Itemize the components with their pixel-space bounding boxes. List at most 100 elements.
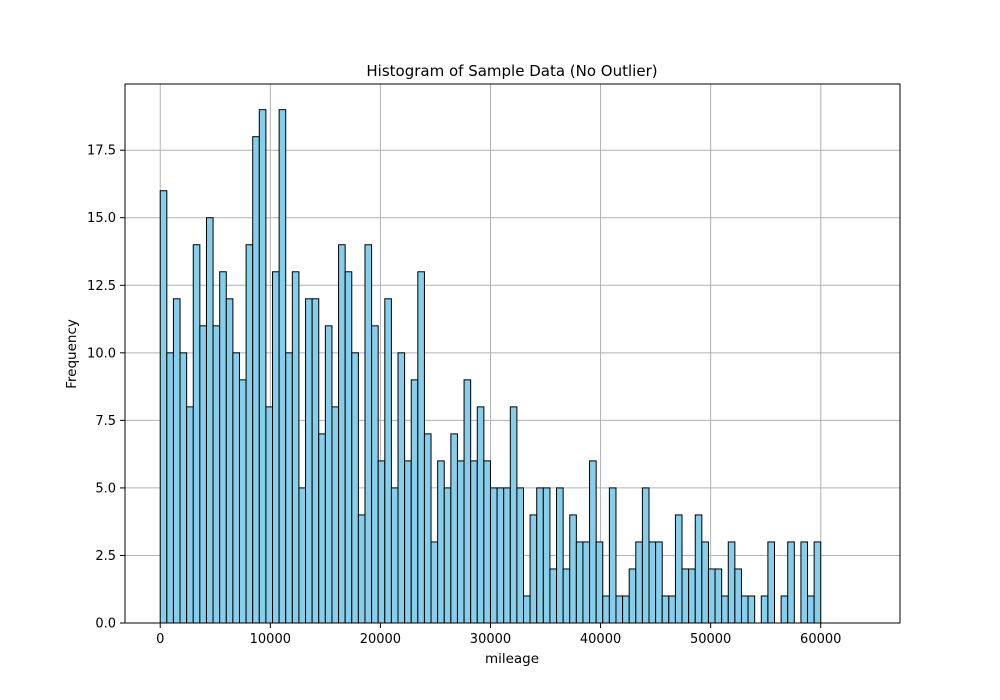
histogram-bar <box>192 244 201 624</box>
histogram-bar <box>807 595 815 624</box>
histogram-bar <box>238 379 247 624</box>
histogram-bar <box>542 487 551 624</box>
histogram-bar <box>694 514 703 624</box>
histogram-bar <box>225 298 234 624</box>
histogram-bar <box>212 325 221 624</box>
histogram-bar <box>556 487 564 624</box>
histogram-bar <box>371 325 379 624</box>
histogram-bar <box>463 379 472 624</box>
histogram-bar <box>582 541 591 624</box>
histogram-bar <box>562 568 571 624</box>
histogram-bar <box>417 271 425 624</box>
histogram-bar <box>595 541 604 624</box>
y-axis-label: Frequency <box>64 319 80 389</box>
histogram-bar <box>483 460 491 624</box>
histogram-bar <box>311 298 320 624</box>
histogram-bar <box>166 352 174 624</box>
histogram-bar <box>344 271 353 624</box>
histogram-bar <box>298 487 307 624</box>
histogram-bar <box>470 460 478 624</box>
histogram-bar <box>305 298 313 624</box>
y-tick-label: 2.5 <box>95 549 116 564</box>
plot-frame <box>124 83 901 624</box>
x-axis-label: mileage <box>485 651 539 667</box>
x-tick-label: 10000 <box>250 632 291 647</box>
histogram-bar <box>364 244 373 624</box>
histogram-bar <box>727 541 736 624</box>
histogram-bar <box>430 541 439 624</box>
histogram-bar <box>205 217 214 624</box>
histogram-bar <box>615 595 624 624</box>
x-tick-label: 60000 <box>800 632 841 647</box>
x-tick-label: 50000 <box>690 632 731 647</box>
histogram-bar <box>668 595 676 624</box>
histogram-bar <box>536 487 544 624</box>
histogram-bar <box>285 352 293 624</box>
histogram-bar <box>318 433 326 624</box>
histogram-bar <box>714 568 723 624</box>
histogram-bar <box>397 352 406 624</box>
histogram-bar <box>648 541 657 624</box>
y-tick-label: 7.5 <box>95 414 116 429</box>
x-tick-label: 30000 <box>470 632 511 647</box>
histogram-bar <box>681 568 690 624</box>
histogram-bar <box>456 460 465 624</box>
chart-title: Histogram of Sample Data (No Outlier) <box>366 62 657 80</box>
histogram-bar <box>701 541 709 624</box>
histogram-bar <box>734 568 742 624</box>
histogram-bar <box>622 595 630 624</box>
y-tick-label: 10.0 <box>87 346 116 361</box>
histogram-bar <box>641 487 650 624</box>
x-axis-ticks: 0 10000 20000 30000 40000 50000 60000 <box>156 623 841 647</box>
x-tick-label: 40000 <box>580 632 621 647</box>
histogram-bar <box>635 541 643 624</box>
histogram-bar <box>278 109 287 624</box>
histogram-bar <box>655 541 663 624</box>
y-axis-ticks: 0.0 2.5 5.0 7.5 10.0 12.5 15.0 17.5 <box>87 144 125 632</box>
histogram-bar <box>219 271 227 624</box>
histogram-bar <box>351 352 359 624</box>
y-tick-label: 0.0 <box>95 617 116 632</box>
histogram-bar <box>608 487 617 624</box>
histogram-bar <box>423 433 432 624</box>
histogram-bar <box>265 406 274 624</box>
histogram-bar <box>707 568 716 624</box>
histogram-bar <box>245 244 254 624</box>
histogram-bar <box>529 514 538 624</box>
histogram-bar <box>291 271 300 624</box>
histogram-bar <box>688 568 696 624</box>
histogram-bar <box>740 595 749 624</box>
histogram-bar <box>800 541 809 624</box>
histogram-bar <box>252 136 260 624</box>
histogram-bar <box>159 190 168 624</box>
histogram-bar <box>661 595 670 624</box>
histogram-bar <box>476 406 485 624</box>
y-tick-label: 5.0 <box>95 481 116 496</box>
histogram-bar <box>787 541 795 624</box>
histogram-bar <box>747 595 756 624</box>
y-tick-label: 12.5 <box>87 279 116 294</box>
histogram-bar <box>489 487 498 624</box>
histogram-bar <box>179 352 188 624</box>
histogram-bar <box>172 298 181 624</box>
y-tick-label: 15.0 <box>87 211 116 226</box>
x-tick-label: 0 <box>156 632 164 647</box>
histogram-bar <box>496 487 505 624</box>
x-tick-label: 20000 <box>360 632 401 647</box>
histogram-bar <box>443 487 452 624</box>
histogram-bar <box>232 352 240 624</box>
histogram-bar <box>516 487 525 624</box>
histogram-bar <box>523 595 531 624</box>
histogram-bar <box>410 379 419 624</box>
histogram-bar <box>390 487 399 624</box>
histogram-bar <box>575 541 584 624</box>
histogram-bar <box>324 325 333 624</box>
histogram-bar <box>437 460 445 624</box>
y-tick-label: 17.5 <box>87 144 116 159</box>
histogram-bar <box>569 514 577 624</box>
histogram-bar <box>721 595 729 624</box>
histogram-bar <box>199 325 207 624</box>
histogram-bar <box>186 406 194 624</box>
histogram-bar <box>258 109 267 624</box>
